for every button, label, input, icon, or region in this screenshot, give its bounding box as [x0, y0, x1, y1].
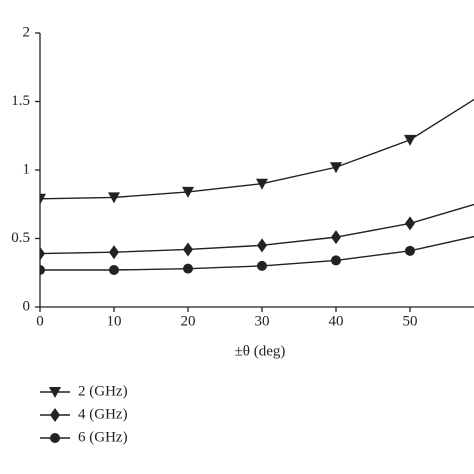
series-line	[40, 98, 474, 200]
marker	[183, 263, 193, 274]
legend-marker	[49, 387, 61, 398]
legend-marker	[50, 408, 60, 422]
marker	[331, 255, 341, 266]
legend-marker	[50, 433, 60, 443]
plot-area	[40, 98, 474, 276]
x-tick-label: 50	[403, 313, 418, 329]
x-tick-label: 30	[255, 313, 270, 329]
marker	[330, 162, 342, 174]
marker	[331, 230, 341, 245]
y-tick-label: 0	[23, 298, 31, 314]
legend-label: 2 (GHz)	[78, 383, 128, 399]
marker	[109, 245, 119, 260]
x-tick-label: 0	[36, 313, 44, 329]
marker	[257, 238, 267, 253]
x-tick-label: 20	[181, 313, 196, 329]
y-tick-label: 1	[23, 161, 31, 177]
legend-label: 4 (GHz)	[78, 406, 128, 422]
marker	[256, 178, 268, 190]
marker	[183, 242, 193, 257]
marker	[40, 193, 46, 205]
y-tick-label: 1.5	[11, 93, 30, 109]
marker	[109, 265, 119, 276]
y-tick-label: 2	[23, 24, 31, 40]
marker	[405, 216, 415, 231]
y-tick-label: 0.5	[11, 230, 30, 246]
marker	[40, 246, 45, 261]
marker	[108, 192, 120, 204]
x-tick-label: 40	[329, 313, 344, 329]
x-axis-label: ±θ (deg)	[235, 343, 286, 359]
marker	[405, 245, 415, 256]
marker	[182, 186, 194, 198]
marker	[257, 260, 267, 271]
marker	[40, 265, 45, 276]
x-tick-label: 10	[107, 313, 122, 329]
marker	[404, 134, 416, 146]
legend-label: 6 (GHz)	[78, 429, 128, 445]
